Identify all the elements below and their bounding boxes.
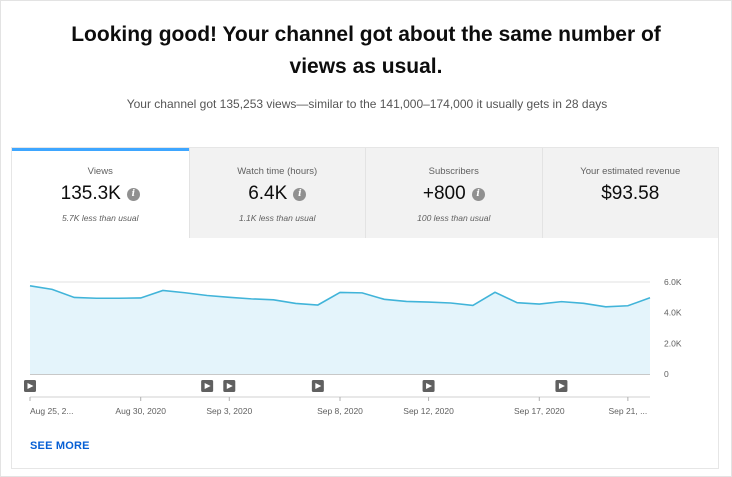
x-tick-label: Sep 21, ... (608, 406, 647, 416)
tab-value-row: 6.4K i (190, 183, 366, 205)
see-more-link[interactable]: SEE MORE (30, 440, 90, 452)
y-tick-label: 6.0K (664, 277, 682, 287)
info-icon[interactable]: i (471, 187, 485, 201)
video-play-icon[interactable] (311, 380, 324, 392)
views-chart-svg: 0 2.0K 4.0K 6.0K Aug 25, 2... Aug 30, 2020 Sep… (24, 277, 682, 416)
x-tick-label: Sep 8, 2020 (317, 406, 363, 416)
x-tick-label: Aug 25, 2... (30, 406, 73, 416)
info-icon[interactable]: i (126, 187, 140, 201)
y-tick-label: 0 (664, 369, 669, 379)
tab-label: Watch time (hours) (237, 166, 318, 177)
metrics-panel: Views 135.3K i 5.7K less than usual Watc… (11, 147, 719, 469)
tab-views[interactable]: Views 135.3K i 5.7K less than usual (12, 148, 189, 238)
tab-label: Subscribers (428, 166, 479, 177)
tab-label: Your estimated revenue (580, 166, 681, 177)
tab-note: 100 less than usual (417, 213, 491, 223)
tab-note: 1.1K less than usual (238, 213, 316, 223)
tab-value: 6.4K (248, 183, 288, 204)
video-play-icon[interactable] (223, 380, 236, 392)
x-tick-label: Sep 3, 2020 (206, 406, 252, 416)
x-tick-label: Sep 17, 2020 (514, 406, 565, 416)
metric-tabs: Views 135.3K i 5.7K less than usual Watc… (12, 148, 718, 238)
tab-value: 135.3K (60, 183, 121, 204)
page-title: Looking good! Your channel got about the… (71, 23, 661, 78)
tab-label: Views (87, 166, 113, 177)
tab-value: $93.58 (601, 183, 660, 204)
tab-revenue[interactable]: Your estimated revenue $93.58 (541, 148, 719, 238)
summary-text: Your channel got 135,253 views—similar t… (126, 97, 608, 111)
video-play-icon[interactable] (422, 380, 435, 392)
tab-value: +800 (422, 183, 466, 204)
video-play-icon[interactable] (201, 380, 214, 392)
tab-watch-time[interactable]: Watch time (hours) 6.4K i 1.1K less than… (188, 148, 366, 238)
tab-value-row: $93.58 (543, 183, 719, 205)
views-area (30, 285, 650, 374)
x-tick-label: Sep 12, 2020 (403, 406, 454, 416)
x-tick-label: Aug 30, 2020 (115, 406, 166, 416)
video-play-icon[interactable] (24, 380, 36, 392)
tab-value-row: +800 i (366, 183, 542, 205)
tab-subscribers[interactable]: Subscribers +800 i 100 less than usual (365, 148, 542, 238)
tab-value-row: 135.3K i (12, 183, 189, 205)
y-tick-label: 2.0K (664, 338, 682, 348)
tab-note: 5.7K less than usual (61, 213, 139, 223)
info-icon[interactable]: i (293, 187, 307, 201)
video-play-icon[interactable] (555, 380, 568, 392)
views-line (29, 285, 651, 308)
y-tick-label: 4.0K (664, 308, 682, 318)
views-chart: 0 2.0K 4.0K 6.0K Aug 25, 2... Aug 30, 2020 Sep… (12, 238, 718, 468)
